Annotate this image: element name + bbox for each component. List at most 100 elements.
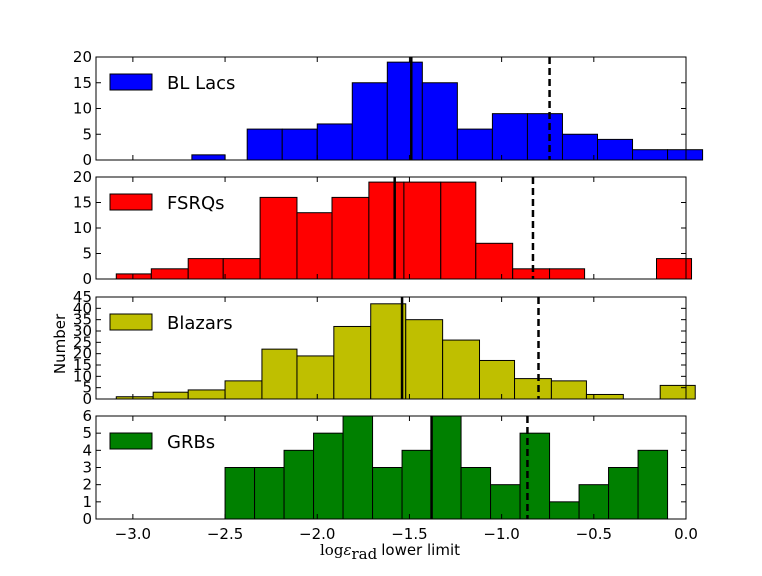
y-tick-label-bl-lacs: 20 — [73, 48, 92, 66]
legend-label-bl-lacs: BL Lacs — [167, 73, 235, 94]
bar-blazars-11 — [514, 378, 552, 400]
bar-grbs-10 — [519, 432, 551, 520]
y-tick-label-blazars: 35 — [73, 311, 92, 329]
bar-fsrqs-5 — [296, 212, 333, 280]
bar-bl-lacs-2 — [281, 128, 318, 161]
bar-fsrqs-4 — [259, 196, 298, 280]
y-tick-label-fsrqs: 15 — [73, 194, 92, 212]
legend-label-grbs: GRBs — [167, 432, 215, 453]
bar-fsrqs-0 — [115, 273, 152, 280]
y-tick-label-bl-lacs: 15 — [73, 74, 92, 92]
bar-grbs-3 — [313, 432, 344, 520]
bar-bl-lacs-1 — [246, 128, 283, 161]
bar-blazars-1 — [152, 391, 189, 400]
bar-grbs-4 — [342, 415, 374, 520]
bar-fsrqs-8 — [403, 181, 442, 280]
x-tick-label: −3.0 — [115, 525, 151, 543]
bar-grbs-13 — [608, 467, 639, 520]
y-tick-label-blazars: 20 — [73, 345, 92, 363]
x-tick-label: −2.5 — [207, 525, 243, 543]
legend-swatch-fsrqs — [109, 193, 153, 211]
bar-grbs-11 — [549, 501, 580, 520]
y-tick-label-blazars: 15 — [73, 356, 92, 374]
legend-swatch-grbs — [109, 432, 153, 450]
y-tick-label-bl-lacs: 0 — [82, 151, 92, 169]
y-tick-label-blazars: 30 — [73, 322, 92, 340]
bar-grbs-12 — [578, 484, 610, 520]
bar-blazars-3 — [224, 380, 263, 400]
panel-frame-blazars — [95, 296, 687, 400]
y-tick-label-blazars: 25 — [73, 333, 92, 351]
bar-bl-lacs-4 — [351, 82, 388, 161]
panel-fsrqs: 0 5 10 15 20 FSRQs — [73, 168, 693, 288]
bar-grbs-2 — [283, 449, 315, 520]
bar-bl-lacs-6 — [421, 82, 458, 161]
y-tick-label-grbs: 1 — [82, 493, 92, 511]
bar-blazars-5 — [296, 355, 335, 400]
panel-bl-lacs: 0 5 10 15 20 BL Lacs — [73, 48, 704, 169]
bar-blazars-13 — [585, 393, 624, 400]
y-tick-label-blazars: 45 — [73, 288, 92, 306]
y-tick-label-grbs: 4 — [82, 441, 92, 459]
y-tick-label-bl-lacs: 5 — [82, 125, 92, 143]
bar-fsrqs-3 — [222, 258, 261, 280]
y-tick-label-blazars: 0 — [82, 390, 92, 408]
bar-blazars-9 — [442, 339, 481, 400]
y-tick-label-fsrqs: 0 — [82, 270, 92, 288]
bar-blazars-10 — [479, 359, 516, 400]
bar-blazars-8 — [405, 319, 444, 400]
bar-grbs-14 — [637, 449, 669, 520]
bar-fsrqs-10 — [475, 242, 514, 280]
legend-swatch-bl-lacs — [109, 73, 153, 91]
bar-blazars-6 — [333, 325, 372, 400]
bar-bl-lacs-11 — [597, 138, 634, 161]
legend-label-fsrqs: FSRQs — [167, 193, 225, 214]
bar-fsrqs-2 — [187, 258, 224, 280]
bar-bl-lacs-0 — [191, 154, 226, 161]
y-tick-label-bl-lacs: 10 — [73, 100, 92, 118]
legend-label-blazars: Blazars — [167, 313, 233, 334]
bar-bl-lacs-10 — [561, 133, 598, 161]
bar-blazars-2 — [187, 389, 226, 400]
bar-grbs-0 — [224, 467, 256, 520]
bar-bl-lacs-9 — [526, 113, 563, 161]
x-tick-label: −0.5 — [576, 525, 612, 543]
bar-fsrqs-1 — [150, 268, 189, 280]
bar-grbs-5 — [372, 467, 403, 520]
bar-grbs-9 — [490, 484, 521, 520]
y-tick-label-grbs: 6 — [82, 407, 92, 425]
y-tick-label-grbs: 3 — [82, 459, 92, 477]
y-tick-label-fsrqs: 5 — [82, 245, 92, 263]
bar-bl-lacs-3 — [316, 123, 353, 161]
bar-blazars-12 — [550, 380, 587, 400]
bar-grbs-8 — [460, 467, 492, 520]
y-axis-label: Number — [51, 313, 69, 374]
bar-grbs-1 — [254, 467, 285, 520]
bar-fsrqs-7 — [368, 181, 405, 280]
y-tick-label-blazars: 40 — [73, 299, 92, 317]
bar-bl-lacs-12 — [632, 149, 669, 161]
x-axis-label: logεrad lower limit — [320, 541, 460, 563]
x-tick-label: −2.0 — [299, 525, 335, 543]
bar-grbs-7 — [431, 415, 462, 520]
legend-swatch-blazars — [109, 313, 153, 331]
x-axis: −3.0 −2.5 −2.0 −1.5 −1.0 −0.5 0.0 — [115, 525, 698, 543]
y-tick-label-grbs: 2 — [82, 476, 92, 494]
x-tick-label: −1.0 — [483, 525, 519, 543]
y-tick-label-grbs: 0 — [82, 510, 92, 528]
y-tick-label-fsrqs: 10 — [73, 219, 92, 237]
bar-fsrqs-6 — [331, 196, 370, 280]
bar-grbs-6 — [401, 449, 433, 520]
y-tick-label-grbs: 5 — [82, 424, 92, 442]
y-tick-label-fsrqs: 20 — [73, 168, 92, 186]
bar-blazars-7 — [370, 303, 407, 400]
bar-blazars-15 — [659, 384, 696, 400]
bar-fsrqs-12 — [549, 268, 586, 280]
bar-bl-lacs-7 — [456, 128, 493, 161]
x-tick-label: 0.0 — [674, 525, 698, 543]
bar-bl-lacs-8 — [491, 113, 528, 161]
